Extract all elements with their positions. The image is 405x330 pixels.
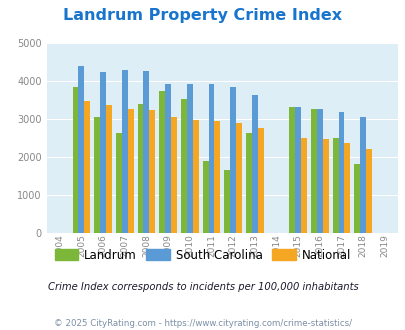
- Bar: [224, 170, 230, 233]
- Bar: [214, 121, 220, 233]
- Bar: [137, 104, 143, 233]
- Bar: [116, 133, 121, 233]
- Text: © 2025 CityRating.com - https://www.cityrating.com/crime-statistics/: © 2025 CityRating.com - https://www.city…: [54, 319, 351, 328]
- Bar: [365, 149, 371, 233]
- Bar: [230, 87, 235, 233]
- Bar: [192, 120, 198, 233]
- Bar: [316, 109, 322, 233]
- Bar: [84, 101, 90, 233]
- Bar: [208, 83, 214, 233]
- Bar: [149, 111, 155, 233]
- Bar: [332, 138, 338, 233]
- Bar: [343, 143, 350, 233]
- Bar: [294, 107, 301, 233]
- Bar: [106, 105, 111, 233]
- Bar: [159, 91, 165, 233]
- Bar: [171, 117, 177, 233]
- Bar: [186, 84, 192, 233]
- Legend: Landrum, South Carolina, National: Landrum, South Carolina, National: [50, 244, 355, 266]
- Bar: [301, 138, 306, 233]
- Bar: [181, 99, 186, 233]
- Text: Landrum Property Crime Index: Landrum Property Crime Index: [63, 8, 342, 23]
- Bar: [100, 72, 106, 233]
- Bar: [165, 84, 171, 233]
- Bar: [202, 161, 208, 233]
- Bar: [354, 164, 359, 233]
- Bar: [143, 71, 149, 233]
- Bar: [78, 66, 84, 233]
- Bar: [257, 128, 263, 233]
- Bar: [235, 123, 241, 233]
- Bar: [72, 86, 78, 233]
- Bar: [122, 70, 127, 233]
- Bar: [359, 117, 365, 233]
- Text: Crime Index corresponds to incidents per 100,000 inhabitants: Crime Index corresponds to incidents per…: [47, 282, 358, 292]
- Bar: [310, 109, 316, 233]
- Bar: [94, 117, 100, 233]
- Bar: [127, 109, 133, 233]
- Bar: [289, 107, 294, 233]
- Bar: [251, 94, 257, 233]
- Bar: [245, 133, 251, 233]
- Bar: [338, 112, 343, 233]
- Bar: [322, 139, 328, 233]
